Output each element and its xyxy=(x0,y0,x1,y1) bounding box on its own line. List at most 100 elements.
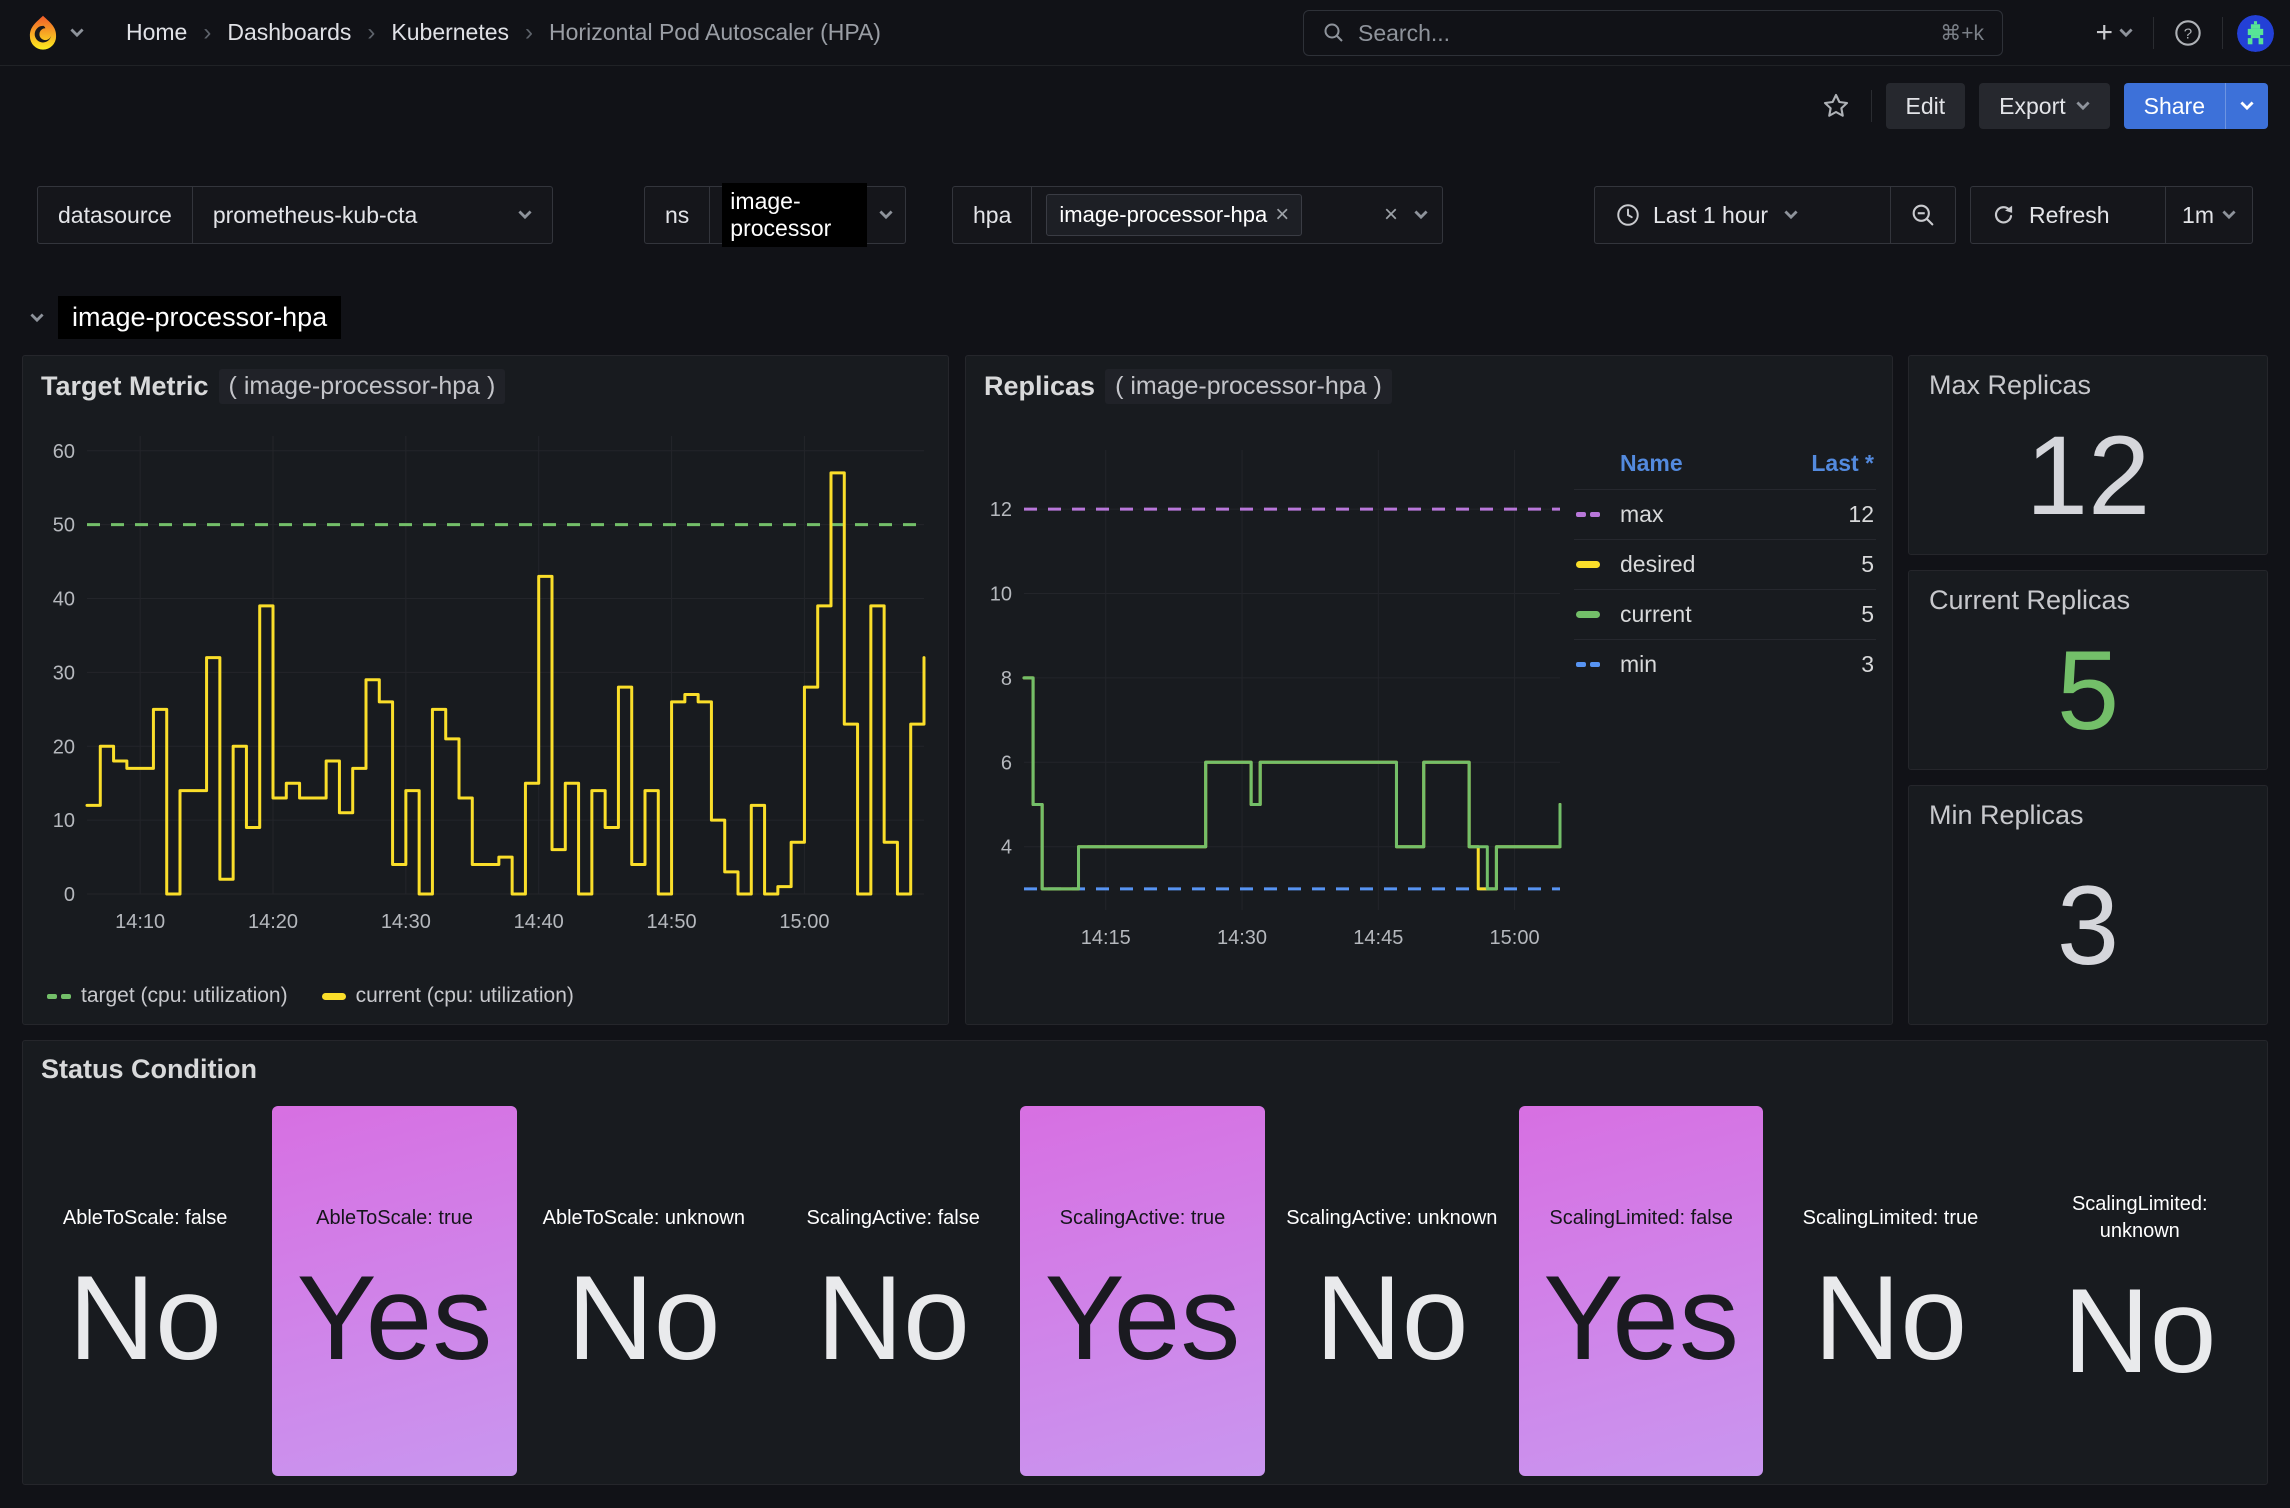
legend-series-last-value: 5 xyxy=(1861,551,1874,577)
status-condition-tile[interactable]: ScalingLimited: true No xyxy=(1768,1106,2012,1476)
panel-title[interactable]: Status Condition xyxy=(41,1054,257,1084)
status-condition-tile[interactable]: ScalingLimited: unknown No xyxy=(2018,1106,2262,1476)
svg-text:14:30: 14:30 xyxy=(1217,927,1267,949)
legend-item[interactable]: target (cpu: utilization) xyxy=(47,984,288,1008)
legend-table-row[interactable]: desired 5 xyxy=(1574,539,1876,589)
breadcrumb-item[interactable]: Home xyxy=(126,19,188,45)
svg-text:10: 10 xyxy=(990,583,1012,605)
panel-subtitle: ( image-processor-hpa ) xyxy=(218,369,506,404)
svg-text:14:10: 14:10 xyxy=(115,911,165,933)
target-metric-legend: target (cpu: utilization) current (cpu: u… xyxy=(47,984,574,1008)
svg-text:14:50: 14:50 xyxy=(647,911,697,933)
user-avatar[interactable] xyxy=(2237,14,2274,52)
svg-text:14:45: 14:45 xyxy=(1353,927,1403,949)
share-button[interactable]: Share xyxy=(2123,83,2225,129)
export-button[interactable]: Export xyxy=(1979,83,2110,129)
time-range-button[interactable]: Last 1 hour xyxy=(1595,187,1890,243)
status-condition-tile[interactable]: ScalingActive: false No xyxy=(771,1106,1015,1476)
status-condition-tile[interactable]: AbleToScale: unknown No xyxy=(522,1106,766,1476)
legend-header-name[interactable]: Name xyxy=(1620,450,1683,476)
refresh-button[interactable]: Refresh xyxy=(1971,187,2165,243)
hpa-select[interactable]: image-processor-hpa × × xyxy=(1032,187,1442,243)
status-tile-label: ScalingLimited: true xyxy=(1802,1206,1979,1229)
svg-text:60: 60 xyxy=(53,441,75,463)
status-condition-tile[interactable]: AbleToScale: true Yes xyxy=(272,1106,517,1476)
legend-table-row[interactable]: max 12 xyxy=(1574,489,1876,539)
org-switcher-chevron-icon[interactable] xyxy=(70,26,84,40)
legend-series-last-value: 3 xyxy=(1861,651,1874,677)
status-condition-tile[interactable]: ScalingActive: true Yes xyxy=(1020,1106,1265,1476)
breadcrumb-item[interactable]: Dashboards xyxy=(227,19,352,45)
chevron-down-icon xyxy=(2119,28,2133,38)
legend-table-row[interactable]: current 5 xyxy=(1574,589,1876,639)
min-replicas-value: 3 xyxy=(2056,863,2120,988)
row-collapse-chevron-icon xyxy=(30,313,44,322)
status-condition-tile[interactable]: ScalingLimited: false Yes xyxy=(1518,1106,1764,1476)
refresh-interval-value: 1m xyxy=(2182,201,2214,228)
help-button[interactable]: ? xyxy=(2168,13,2208,53)
namespace-select[interactable]: image-processor xyxy=(710,183,905,247)
clear-selection-icon[interactable]: × xyxy=(1383,201,1398,228)
hpa-chip[interactable]: image-processor-hpa × xyxy=(1046,194,1303,236)
edit-button[interactable]: Edit xyxy=(1885,83,1966,129)
svg-text:30: 30 xyxy=(53,662,75,684)
status-condition-tile[interactable]: ScalingActive: unknown No xyxy=(1270,1106,1514,1476)
replicas-chart[interactable]: 4 6 8 10 12 14:15 14:30 14:45 15:00 xyxy=(978,406,1568,996)
status-tile-label: ScalingLimited: unknown xyxy=(2071,1193,2208,1242)
status-tile-value: Yes xyxy=(1543,1250,1740,1385)
time-picker: Last 1 hour xyxy=(1594,186,1956,244)
refresh-interval-select[interactable]: 1m xyxy=(2165,187,2252,243)
panel-title[interactable]: Target Metric ( image-processor-hpa ) xyxy=(23,356,948,417)
status-condition-tiles: AbleToScale: false No AbleToScale: true Yes… xyxy=(23,1106,2262,1476)
status-tile-value: No xyxy=(567,1250,721,1385)
chevron-down-icon xyxy=(518,210,532,220)
favorite-star-button[interactable] xyxy=(1815,85,1857,127)
panel-replicas: Replicas ( image-processor-hpa ) 4 6 8 10 12… xyxy=(965,355,1893,1025)
datasource-select[interactable]: prometheus-kub-cta xyxy=(193,187,552,243)
legend-table-rows: max 12 desired 5 current 5 min 3 xyxy=(1574,489,1876,689)
panel-title[interactable]: Min Replicas xyxy=(1929,800,2084,830)
datasource-value: prometheus-kub-cta xyxy=(212,201,418,228)
breadcrumb-separator: › xyxy=(525,18,534,46)
search-icon xyxy=(1324,23,1343,42)
breadcrumb-item[interactable]: Kubernetes xyxy=(391,19,510,45)
target-metric-chart[interactable]: 0 10 20 30 40 50 60 14:10 14:20 14:30 14:40 14:50 15… xyxy=(33,410,938,950)
legend-swatch-icon xyxy=(1576,561,1600,568)
status-tile-label: ScalingActive: true xyxy=(1059,1206,1226,1229)
panel-title[interactable]: Replicas ( image-processor-hpa ) xyxy=(966,356,1892,417)
panel-current-replicas: Current Replicas 5 xyxy=(1908,570,2268,770)
panel-min-replicas: Min Replicas 3 xyxy=(1908,785,2268,1025)
svg-text:20: 20 xyxy=(53,736,75,758)
status-condition-tile[interactable]: AbleToScale: false No xyxy=(23,1106,267,1476)
breadcrumb-separator: › xyxy=(367,18,376,46)
hpa-label: hpa xyxy=(953,187,1033,243)
svg-text:10: 10 xyxy=(53,810,75,832)
svg-text:6: 6 xyxy=(1001,752,1012,774)
status-tile-label: AbleToScale: false xyxy=(62,1206,228,1229)
grafana-logo-icon[interactable] xyxy=(24,14,62,52)
divider xyxy=(2222,17,2223,49)
legend-series-name: min xyxy=(1620,651,1658,677)
legend-table-row[interactable]: min 3 xyxy=(1574,639,1876,689)
search-input[interactable]: Search... ⌘+k xyxy=(1303,10,2003,56)
dashboard-toolbar: Edit Export Share xyxy=(0,67,2290,145)
refresh-picker: Refresh 1m xyxy=(1970,186,2253,244)
share-dropdown-button[interactable] xyxy=(2225,83,2268,129)
svg-text:14:20: 14:20 xyxy=(248,911,298,933)
status-tile-value: No xyxy=(68,1250,222,1385)
add-new-button[interactable]: + xyxy=(2089,12,2139,54)
search-placeholder: Search... xyxy=(1358,19,1451,46)
zoom-out-button[interactable] xyxy=(1890,187,1955,243)
namespace-variable: ns image-processor xyxy=(644,183,906,247)
dashboard-row-toggle[interactable]: image-processor-hpa xyxy=(30,296,342,339)
replicas-legend-table: Name Last * max 12 desired 5 current 5 min 3 xyxy=(1574,444,1876,689)
chip-remove-icon[interactable]: × xyxy=(1275,201,1290,228)
panel-title[interactable]: Max Replicas xyxy=(1929,370,2092,400)
legend-header-last[interactable]: Last * xyxy=(1811,450,1874,476)
chevron-down-icon xyxy=(2222,210,2236,220)
svg-text:14:30: 14:30 xyxy=(381,911,431,933)
share-split-button[interactable]: Share xyxy=(2123,83,2268,129)
panel-title[interactable]: Current Replicas xyxy=(1929,585,2131,615)
status-tile-label: ScalingActive: unknown xyxy=(1286,1206,1498,1229)
legend-item[interactable]: current (cpu: utilization) xyxy=(321,984,574,1008)
